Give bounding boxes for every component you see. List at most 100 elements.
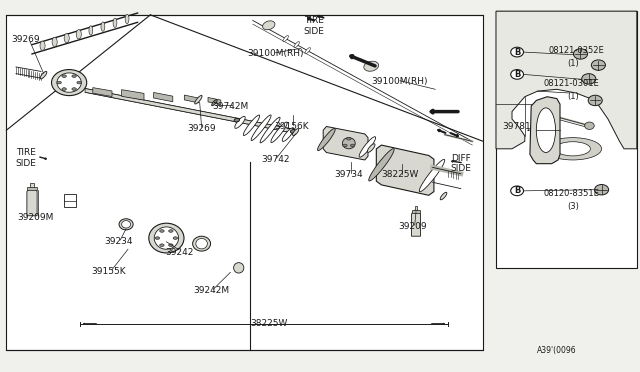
Text: A39'(0096: A39'(0096 [537,346,577,355]
Ellipse shape [149,223,184,253]
Bar [412,210,420,213]
Ellipse shape [573,49,588,59]
Ellipse shape [262,21,275,30]
Ellipse shape [359,137,376,157]
Text: 39100M(RH): 39100M(RH) [372,77,428,86]
Ellipse shape [122,221,131,228]
Ellipse shape [342,144,347,147]
Text: 39156K: 39156K [274,122,308,131]
Ellipse shape [235,116,245,128]
Ellipse shape [89,26,93,35]
Text: TIRE
SIDE: TIRE SIDE [15,148,36,168]
Ellipse shape [212,100,217,106]
Text: 39155K: 39155K [92,267,126,276]
Text: (1): (1) [567,92,579,101]
Ellipse shape [57,73,81,92]
Ellipse shape [342,138,355,149]
Polygon shape [412,210,420,236]
Bar [27,187,37,190]
Ellipse shape [196,238,207,249]
Text: 38225W: 38225W [250,319,287,328]
Text: 39242M: 39242M [193,286,229,295]
Ellipse shape [536,108,556,153]
Ellipse shape [76,30,81,39]
Ellipse shape [169,244,173,247]
Text: 39269: 39269 [188,124,216,133]
Ellipse shape [544,138,602,160]
Bar [496,11,637,268]
Text: 39734: 39734 [335,170,363,179]
Ellipse shape [291,129,296,133]
Ellipse shape [101,22,105,31]
Bar [6,15,483,350]
Ellipse shape [588,95,602,106]
Polygon shape [122,90,144,100]
Ellipse shape [169,230,173,232]
Ellipse shape [347,137,351,140]
Ellipse shape [369,148,394,181]
Ellipse shape [251,115,271,141]
Ellipse shape [555,142,590,156]
Polygon shape [154,92,173,102]
Ellipse shape [72,88,76,90]
Ellipse shape [582,74,596,84]
Text: 39742: 39742 [261,155,289,164]
Ellipse shape [294,42,300,48]
Ellipse shape [193,236,211,251]
Ellipse shape [160,230,164,232]
Ellipse shape [234,118,239,122]
Ellipse shape [113,18,117,28]
Ellipse shape [154,227,179,249]
Ellipse shape [40,41,45,50]
Ellipse shape [160,244,164,247]
Ellipse shape [511,70,524,79]
Text: 08121-0301E: 08121-0301E [543,79,600,88]
Ellipse shape [52,70,87,96]
Polygon shape [30,183,34,188]
Ellipse shape [72,75,76,77]
Ellipse shape [243,115,260,135]
Ellipse shape [57,81,61,84]
Text: 08120-8351E: 08120-8351E [543,189,600,198]
Ellipse shape [195,95,202,104]
Ellipse shape [62,75,67,77]
Ellipse shape [351,144,355,147]
Ellipse shape [585,122,595,129]
Ellipse shape [305,48,310,54]
Polygon shape [208,97,221,105]
Polygon shape [27,188,37,216]
Ellipse shape [511,186,524,196]
Text: 39269: 39269 [12,35,40,44]
Text: B: B [514,70,520,79]
Ellipse shape [317,128,335,151]
Text: 39781: 39781 [503,122,531,131]
Text: 39100M(RH): 39100M(RH) [247,49,303,58]
Polygon shape [93,87,112,96]
Ellipse shape [419,159,445,192]
Ellipse shape [283,35,289,42]
Ellipse shape [292,129,299,135]
Ellipse shape [52,37,57,46]
Text: 39242: 39242 [165,248,193,257]
Text: (3): (3) [567,202,579,211]
Ellipse shape [125,15,129,24]
Ellipse shape [367,144,375,153]
Text: 39234: 39234 [104,237,132,246]
Text: DIFF
SIDE: DIFF SIDE [451,154,471,173]
Ellipse shape [282,128,294,141]
Ellipse shape [595,185,609,195]
Ellipse shape [155,237,160,240]
Polygon shape [496,11,637,149]
Bar [64,194,76,207]
Text: 39209M: 39209M [17,213,53,222]
Polygon shape [184,95,198,103]
Polygon shape [530,97,560,164]
Ellipse shape [77,81,81,84]
Ellipse shape [440,192,447,200]
Ellipse shape [62,88,67,90]
Text: 39209: 39209 [399,222,427,231]
Ellipse shape [234,263,244,273]
Ellipse shape [119,219,133,230]
Ellipse shape [64,33,69,43]
Ellipse shape [40,71,47,79]
